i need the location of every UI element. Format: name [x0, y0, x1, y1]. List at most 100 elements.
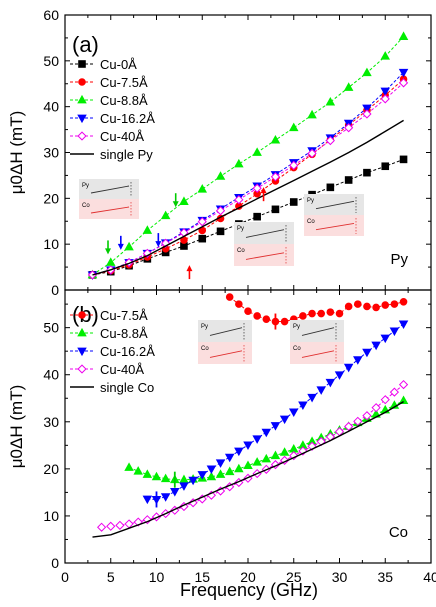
legend-label: Cu-0Å	[100, 57, 137, 72]
data-point	[215, 171, 226, 180]
data-point	[398, 31, 409, 40]
y-axis-label: μ0ΔH (mT)	[7, 111, 26, 194]
data-point	[133, 517, 143, 527]
inset-top-label: Py	[307, 198, 314, 204]
data-point	[353, 416, 363, 426]
x-axis-label: Frequency (GHz)	[180, 580, 318, 600]
data-point	[381, 301, 390, 309]
data-point	[124, 257, 134, 268]
data-point	[363, 302, 371, 311]
inset-top-label: Py	[82, 183, 89, 189]
inset-schematic: Py Co	[198, 320, 252, 364]
data-point	[343, 363, 354, 373]
series-1	[225, 293, 408, 326]
data-point	[160, 210, 171, 220]
inset-top-trace	[90, 185, 130, 194]
data-point	[279, 447, 290, 456]
data-point	[160, 493, 171, 502]
insets: Py Co Py Co Py Co Py Co Py Co	[79, 179, 364, 364]
data-point	[124, 462, 134, 471]
x-tick-label: 10	[149, 569, 165, 585]
y-tick-label: 30	[43, 145, 59, 161]
data-point	[261, 428, 272, 438]
arrow-head	[260, 187, 267, 194]
data-point	[206, 471, 217, 481]
inset-bottom-panel	[198, 342, 252, 364]
inset-top-label: Py	[293, 324, 300, 330]
y-tick-label: 60	[43, 7, 59, 23]
data-point	[335, 309, 344, 318]
series-3	[142, 320, 409, 505]
data-point	[288, 443, 299, 453]
data-point	[270, 422, 281, 431]
data-point	[253, 212, 261, 221]
inset-top-panel	[304, 194, 364, 215]
series-6	[92, 119, 404, 276]
data-point	[372, 303, 380, 312]
inset-bottom-label: Co	[201, 346, 209, 352]
data-point	[307, 393, 317, 403]
data-point	[307, 109, 317, 119]
data-point	[380, 395, 390, 405]
inset-bottom-panel	[304, 215, 364, 236]
data-point	[380, 51, 391, 60]
x-tick-label: 20	[240, 569, 256, 585]
data-point	[224, 453, 235, 463]
data-point	[344, 302, 353, 311]
corner-label: Py	[390, 251, 408, 268]
series-line	[92, 119, 404, 276]
data-point	[179, 482, 189, 491]
data-point	[188, 476, 198, 486]
series-5	[92, 400, 404, 538]
y-tick-label: 10	[43, 236, 59, 252]
data-point	[170, 488, 180, 497]
data-point	[106, 521, 116, 531]
inset-schematic: Py Co	[79, 179, 139, 219]
arrow-head	[105, 248, 112, 255]
legend-marker	[77, 327, 87, 337]
arrow-head	[186, 265, 193, 272]
inset-top-panel	[234, 222, 294, 244]
data-point	[270, 134, 281, 144]
data-point	[262, 315, 271, 323]
inset-bottom-label: Co	[82, 203, 90, 209]
data-point	[115, 520, 125, 530]
y-tick-label: 10	[43, 508, 59, 524]
series-line	[147, 323, 404, 501]
legend-marker	[77, 94, 87, 104]
data-point	[235, 300, 243, 308]
data-point	[299, 312, 307, 320]
inset-top-label: Py	[237, 226, 244, 232]
inset-top-trace	[245, 229, 285, 238]
data-point	[398, 395, 409, 405]
inset-bottom-trace	[209, 350, 243, 358]
data-point	[215, 459, 226, 468]
legend-label: Cu-16.2Å	[100, 111, 155, 126]
data-point	[398, 78, 409, 88]
legend-label: Cu-7.5Å	[100, 308, 148, 323]
data-point	[271, 205, 280, 214]
data-point	[225, 293, 234, 301]
legend-label: Cu-40Å	[100, 129, 144, 144]
arrow-head	[172, 201, 179, 208]
data-point	[390, 300, 399, 308]
inset-top-trace	[301, 327, 335, 336]
data-point	[151, 471, 162, 481]
data-point	[334, 371, 345, 380]
data-point	[234, 463, 244, 473]
series-4	[96, 380, 409, 532]
data-point	[234, 158, 244, 168]
data-point	[389, 327, 400, 337]
legend-label: single Py	[100, 147, 153, 162]
legend-label: Cu-7.5Å	[100, 75, 148, 90]
legend: Cu-7.5Å Cu-8.8Å Cu-16.2Å Cu-40Å single Co	[70, 308, 155, 395]
data-point	[288, 408, 299, 418]
inset-bottom-label: Co	[307, 219, 315, 225]
inset-top-label: Py	[201, 324, 208, 330]
data-point	[270, 172, 281, 182]
inset-top-trace	[315, 200, 355, 210]
data-point	[197, 471, 208, 480]
legend-marker	[77, 114, 87, 124]
